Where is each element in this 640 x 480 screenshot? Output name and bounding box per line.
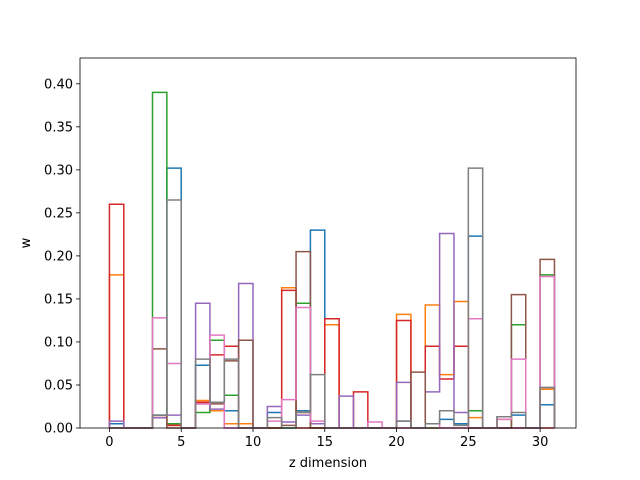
y-tick-label: 0.00 <box>44 422 73 437</box>
histogram-series-7 <box>109 275 556 429</box>
histogram-series-1 <box>108 167 556 429</box>
x-tick-label: 30 <box>532 435 549 450</box>
histogram-series-2 <box>108 274 556 429</box>
histogram-series-6 <box>109 250 556 429</box>
plot-frame <box>79 57 577 429</box>
x-tick-label: 0 <box>105 435 113 450</box>
x-tick-label: 25 <box>460 435 477 450</box>
histogram-series-4 <box>108 203 555 429</box>
y-tick-label: 0.30 <box>44 163 73 178</box>
x-tick-label: 10 <box>245 435 262 450</box>
x-tick-label: 5 <box>177 435 185 450</box>
x-tick-label: 20 <box>388 435 405 450</box>
histogram-series-8 <box>109 167 556 429</box>
x-axis-label: z dimension <box>289 456 367 471</box>
histogram-series-3 <box>109 91 556 429</box>
y-tick-label: 0.40 <box>44 77 73 92</box>
y-tick-label: 0.10 <box>44 335 73 350</box>
y-tick-label: 0.05 <box>44 378 73 393</box>
series-layer <box>108 91 556 429</box>
histogram-series-5 <box>108 232 556 429</box>
y-tick-label: 0.25 <box>44 206 73 221</box>
x-tick-label: 15 <box>316 435 333 450</box>
tick-layer: 0 5 10 15 20 25 30 0.00 0.05 0.10 0.15 0.20 0.25 0.30… <box>44 77 548 450</box>
y-tick-label: 0.35 <box>44 120 73 135</box>
y-tick-label: 0.15 <box>44 292 73 307</box>
y-tick-label: 0.20 <box>44 249 73 264</box>
y-axis-label: w <box>19 237 34 248</box>
